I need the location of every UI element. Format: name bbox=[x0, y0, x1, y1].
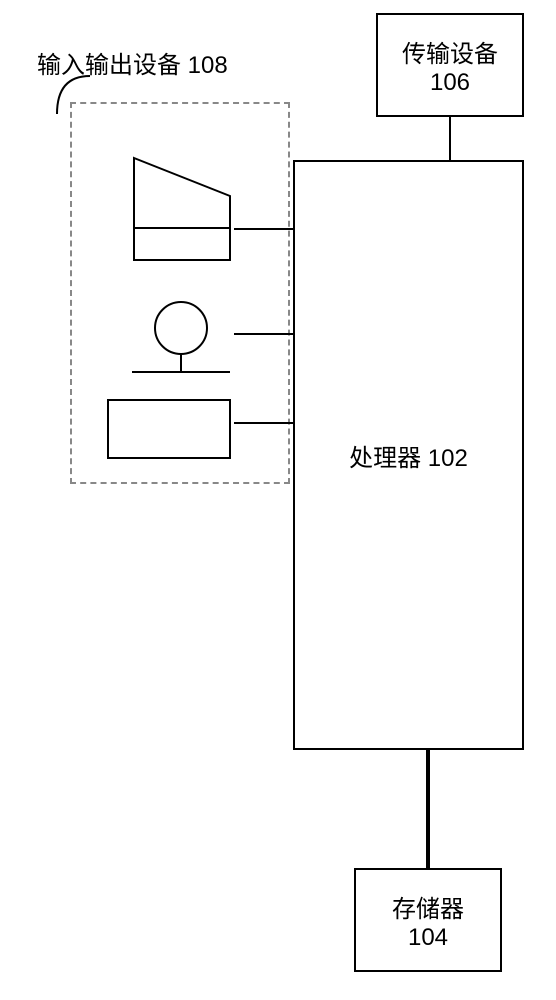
processor-block: 处理器 102 bbox=[293, 160, 524, 750]
memory-label-1: 存储器 bbox=[392, 889, 464, 924]
transmission-device-label-1: 传输设备 bbox=[402, 34, 498, 69]
connector-speaker-proc bbox=[234, 228, 294, 230]
connector-kb-proc bbox=[234, 422, 294, 424]
transmission-device-block: 传输设备 106 bbox=[376, 13, 524, 117]
connector-tx-proc bbox=[449, 117, 451, 160]
memory-label-2: 104 bbox=[408, 924, 448, 952]
processor-label: 处理器 102 bbox=[349, 438, 468, 473]
connector-mic-proc bbox=[234, 333, 294, 335]
transmission-device-label-2: 106 bbox=[430, 69, 470, 97]
memory-block: 存储器 104 bbox=[354, 868, 502, 972]
speaker-icon bbox=[132, 156, 232, 266]
microphone-icon bbox=[128, 298, 234, 376]
connector-proc-mem bbox=[426, 750, 430, 868]
keyboard-icon bbox=[106, 398, 232, 460]
